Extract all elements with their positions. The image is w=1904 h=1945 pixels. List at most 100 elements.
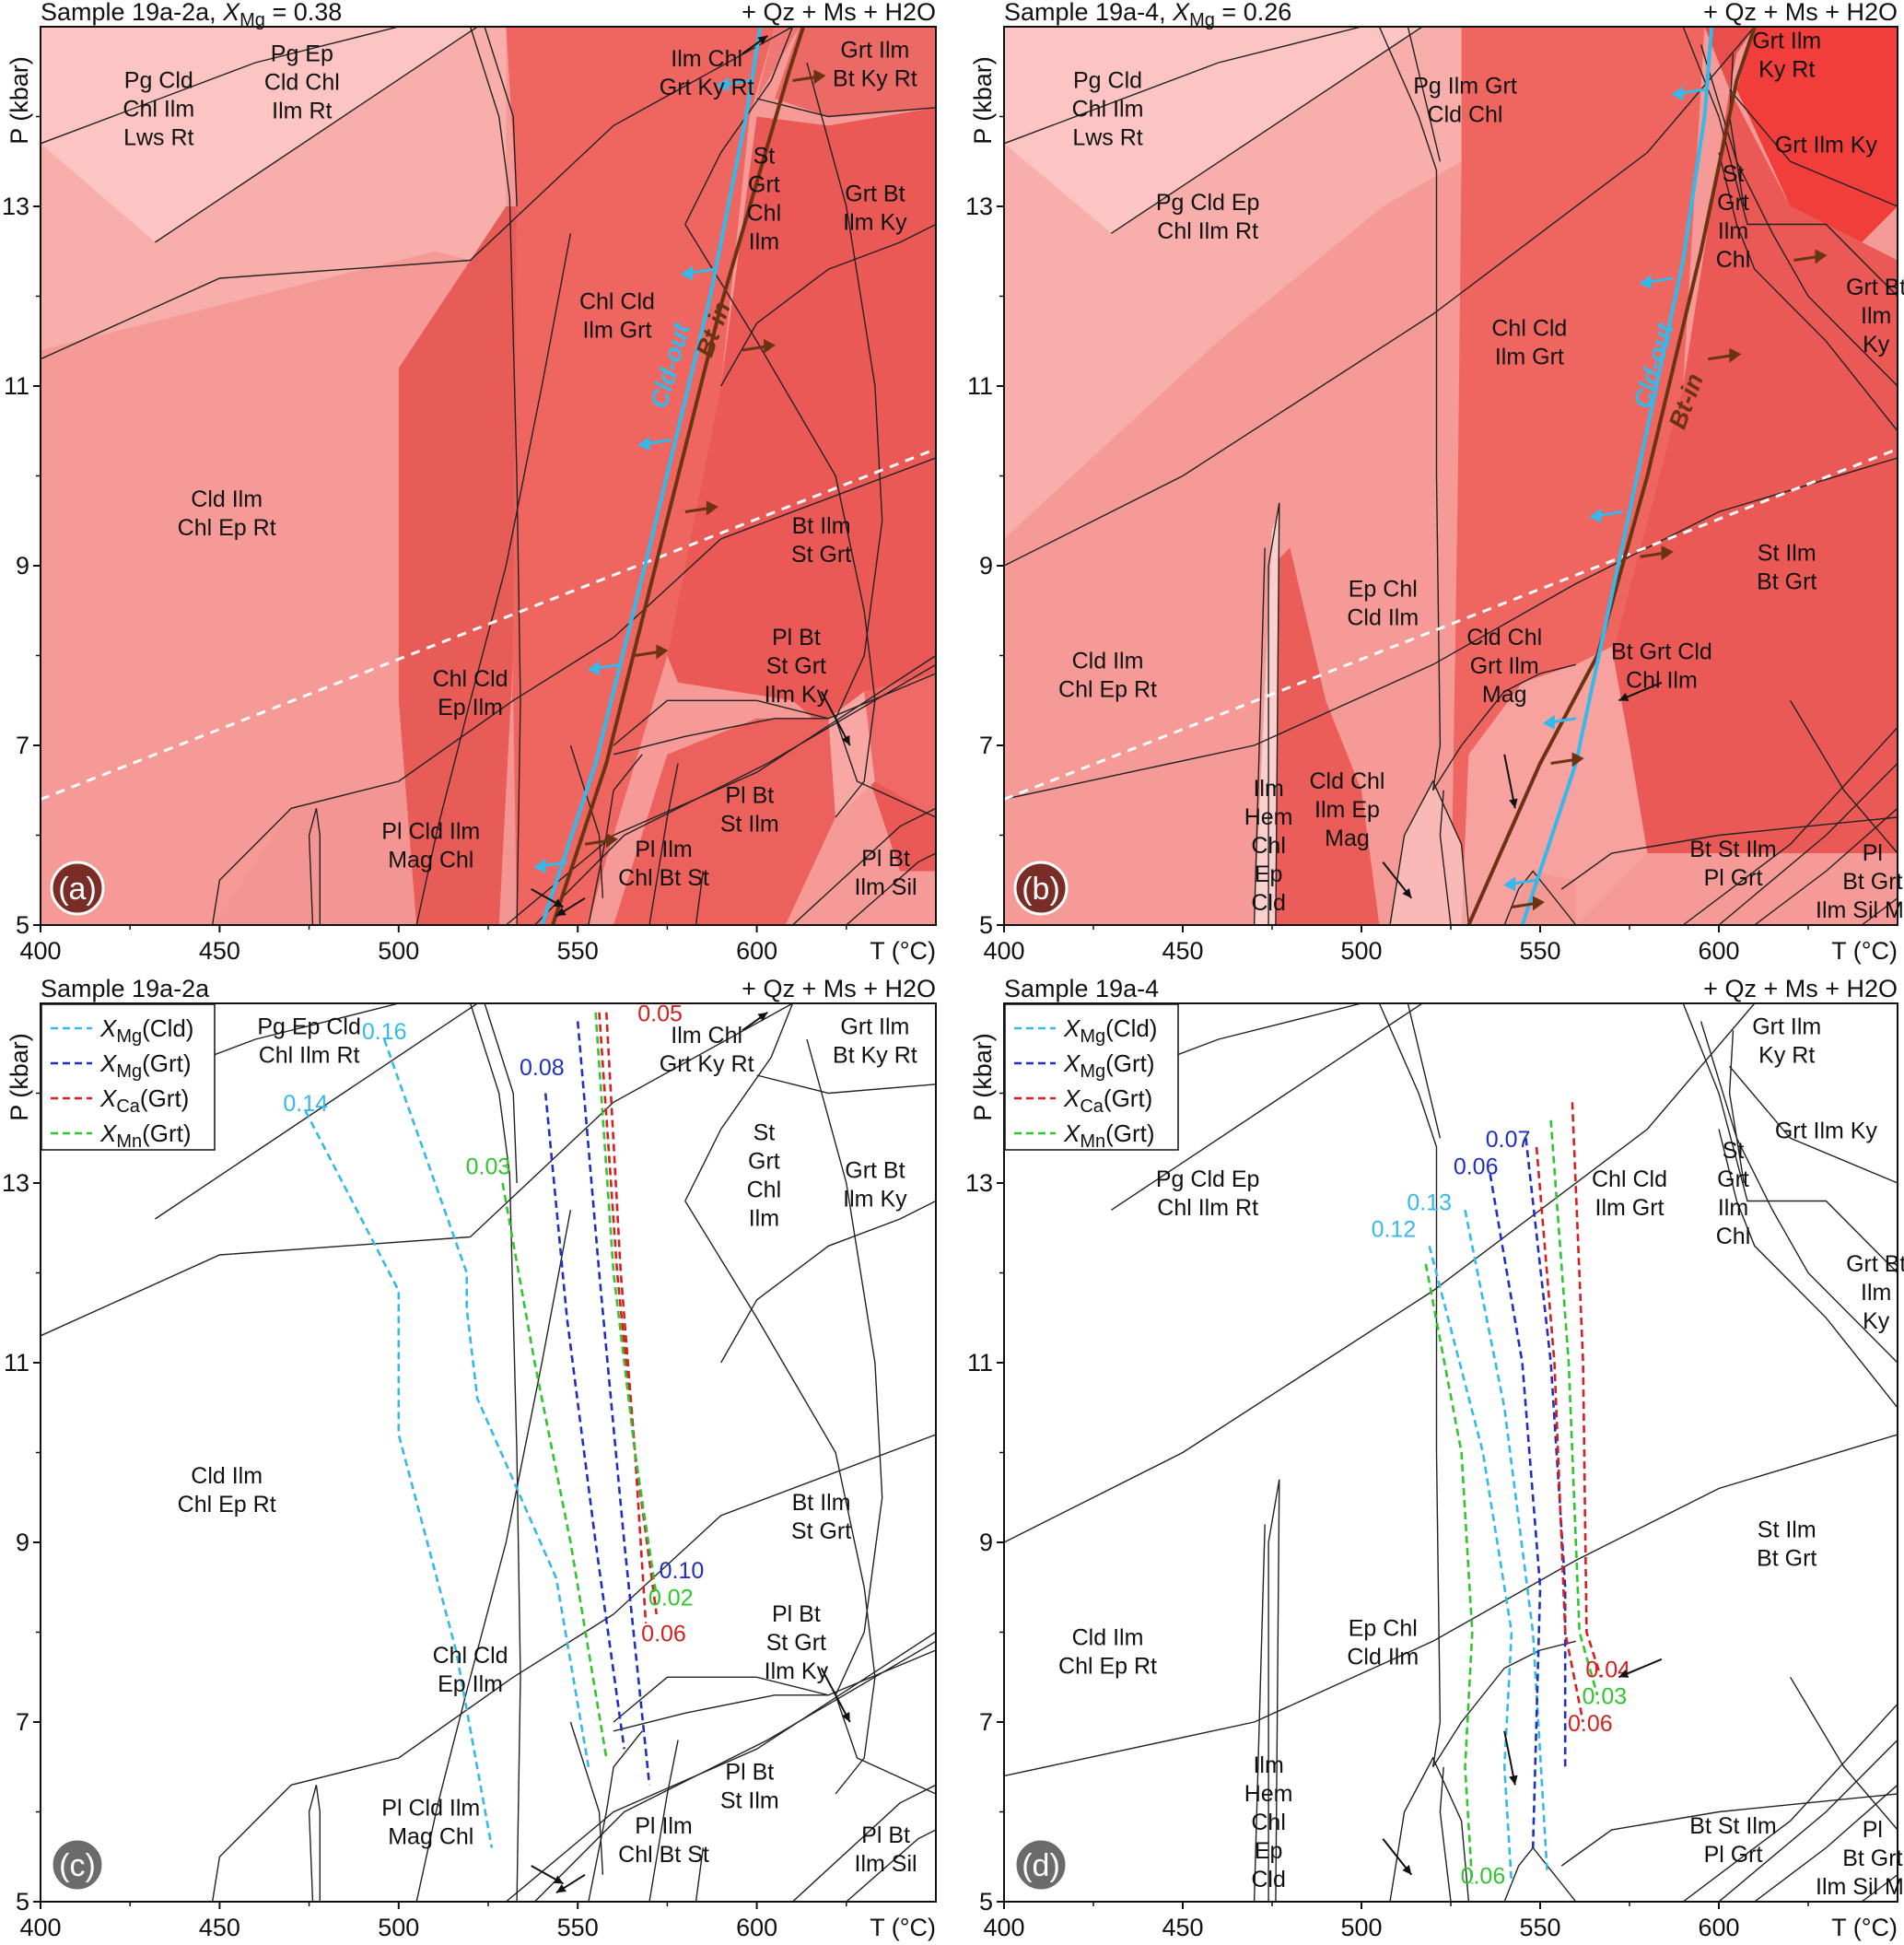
phase-boundary [1432, 1640, 1576, 1768]
field-label-line: Chl Bt St [618, 865, 709, 891]
title-var: X [222, 0, 240, 26]
y-tick-label: 11 [967, 372, 993, 400]
isopleth-line [543, 1093, 625, 1750]
phase-boundary [806, 62, 883, 720]
legend-entry: XMg(Cld) [1063, 1014, 1157, 1047]
field-label-line: Chl Ep Rt [1058, 676, 1157, 702]
pointer-arrow-head [1402, 1865, 1412, 1875]
field-label: Pl Cld Ilm Mag Chl [381, 819, 480, 873]
field-label-line: St Grt [791, 542, 851, 568]
panel-badge [50, 1837, 105, 1892]
field-label-line: Cld Chl [1428, 101, 1503, 127]
curve-arrow-shaft [1640, 551, 1665, 558]
field-label-line: Mag [1325, 826, 1370, 851]
curve-arrow-shaft [647, 439, 672, 445]
field-grt-ilm-ky [1736, 27, 1898, 242]
curve-arrow-shaft [1793, 255, 1818, 262]
legend-suffix: (Cld) [1105, 1014, 1157, 1042]
title-name: Sample 19a-4, [1004, 0, 1173, 26]
phase-boundary [1004, 1003, 1756, 1543]
field-label: Pl Bt St Grt Ilm Ky [765, 625, 829, 708]
pointer-arrow-head [1509, 1775, 1518, 1786]
legend-sub: Mn [1080, 1131, 1105, 1152]
field-label-line: Bt Ky Rt [833, 1042, 917, 1068]
field-label-line: Chl Ep Rt [1058, 1653, 1157, 1679]
field-label-line: Grt Bt [845, 181, 905, 206]
y-tick-label: 7 [979, 732, 993, 759]
y-tick-label: 9 [16, 552, 29, 580]
field-label-line: Ilm Grt [1595, 1195, 1665, 1221]
legend-var: X [1063, 1084, 1081, 1112]
curve-arrow-shaft [1598, 510, 1623, 517]
field-label-line: Ilm Ky [843, 1186, 907, 1212]
x-tick-label: 500 [1340, 937, 1382, 965]
field-label: Grt Bt Ilm Ky [1846, 1251, 1904, 1334]
isopleth-label: 0.02 [648, 1585, 694, 1611]
field-label-line: Pg Ilm Grt [1413, 73, 1517, 99]
isopleth-label: 0.06 [1568, 1711, 1613, 1737]
curve-arrow-head [587, 661, 600, 676]
field-label-line: Cld Chl [1466, 625, 1542, 650]
field-label-line: Pl [1863, 1817, 1883, 1843]
field-label-line: Hem [1244, 1781, 1293, 1807]
pointer-arrow [820, 691, 851, 746]
field-label-line: Ilm Ky [765, 1658, 829, 1684]
y-axis-label: P (kbar) [969, 56, 997, 145]
field-label-line: Cld Chl [1309, 768, 1384, 794]
geotherm-dashed-line [1004, 447, 1898, 801]
field-label-line: Ilm Sil [855, 874, 917, 900]
pointer-arrow-head [555, 1883, 567, 1893]
field-label-line: Chl Ilm [123, 97, 194, 123]
x-tick-label: 500 [378, 1914, 419, 1941]
field-label-line: Chl Ep Rt [178, 515, 276, 541]
field-label-line: Grt Bt [1846, 275, 1904, 300]
legend-var: X [99, 1014, 118, 1042]
curve-arrow-head [1503, 876, 1516, 892]
phase-boundary [613, 1694, 829, 1732]
legend-entry: XMn(Grt) [1063, 1119, 1155, 1152]
curve-arrow-shaft [792, 76, 817, 82]
phase-boundary [1682, 1704, 1898, 1902]
field-label-line: Grt [1717, 190, 1749, 216]
field-label-line: Mag Chl [388, 848, 473, 873]
phase-boundary [1754, 1784, 1898, 1902]
isopleth-label: 0.07 [1486, 1127, 1531, 1153]
field-label-line: St Grt [766, 653, 826, 679]
legend-var: X [99, 1119, 118, 1147]
field-label-line: Ilm Grt [1495, 345, 1564, 370]
field-label-line: Pl Bt [861, 1822, 910, 1848]
field-label-line: Grt Ilm [840, 37, 909, 63]
curve-arrow-shaft [1511, 902, 1536, 908]
phase-boundary [1718, 763, 1898, 925]
field-pl-bt-st-grt-ilm-ky-small [828, 691, 875, 817]
x-tick-label: 500 [1340, 1914, 1382, 1941]
curve-arrow-shaft [1512, 878, 1537, 885]
y-axis-label: P (kbar) [6, 56, 33, 145]
field-label-line: Pl Bt [725, 783, 774, 809]
y-axis-label: P (kbar) [969, 1033, 997, 1121]
phase-boundary [569, 744, 604, 898]
pointer-arrow-head [1402, 888, 1412, 898]
field-label-line: Cld [1251, 890, 1286, 916]
phase-boundary [1682, 727, 1898, 925]
isopleth-line [594, 1012, 658, 1597]
field-pg-ep-cld-chl [41, 27, 507, 350]
field-label-line: St Ilm [1758, 540, 1816, 566]
y-tick-label: 5 [979, 911, 993, 939]
field-label-line: Grt Ilm Ky [1775, 133, 1878, 158]
field-label: Pl Ilm Chl Bt St [618, 1813, 709, 1868]
phase-boundary [1004, 1434, 1898, 1777]
field-label-line: Ilm Sil Mag [1816, 897, 1904, 923]
legend-sub: Mn [116, 1131, 142, 1152]
field-label-line: Ky Rt [1758, 1042, 1815, 1068]
curve-arrow-shaft [725, 79, 751, 86]
assemblage-label: + Qz + Ms + H2O [742, 0, 936, 26]
field-label-line: Pl Bt [772, 625, 821, 650]
pointer-arrow-head [555, 907, 567, 917]
legend-sub: Mg [116, 1026, 142, 1047]
field-label-line: St [753, 144, 776, 170]
field-label-line: Pg Ep [271, 41, 333, 66]
plot-background [41, 1003, 936, 1902]
field-chl-cld-ep-ilm [398, 206, 518, 925]
field-label: Pl Bt St Grt Ilm Ky [765, 1601, 829, 1684]
